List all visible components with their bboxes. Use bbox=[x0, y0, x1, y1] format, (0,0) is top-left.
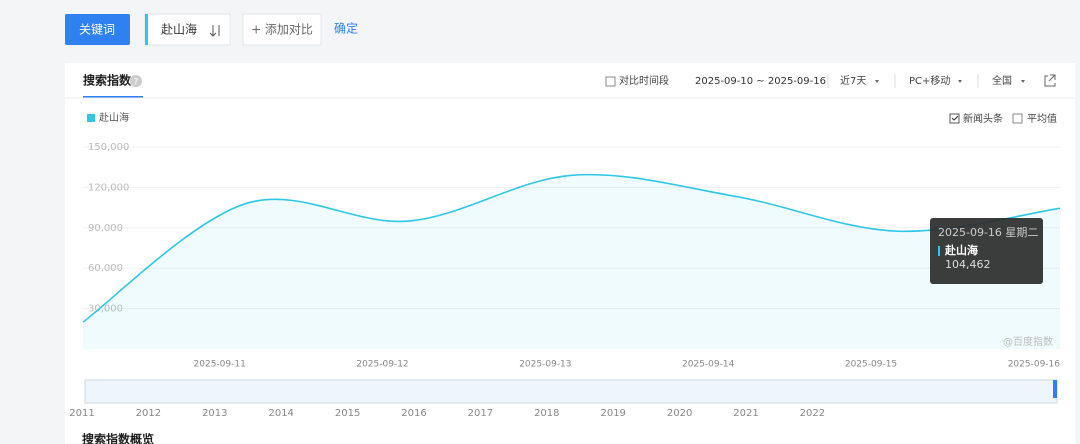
help-icon[interactable] bbox=[130, 75, 142, 87]
add-compare-label[interactable]: + 添加对比 bbox=[251, 23, 313, 37]
legend-label[interactable]: 赴山海 bbox=[99, 111, 129, 124]
timeline-handle[interactable] bbox=[1053, 380, 1057, 398]
keyword-tab-label[interactable]: 关键词 bbox=[79, 23, 115, 37]
checkbox[interactable] bbox=[1012, 113, 1023, 124]
share-icon[interactable] bbox=[1044, 74, 1056, 87]
option[interactable]: 平均值 bbox=[1027, 112, 1057, 125]
check-mark bbox=[951, 115, 959, 121]
option[interactable]: 新闻头条 bbox=[963, 112, 1003, 125]
timeline-year: 2020 bbox=[667, 408, 692, 419]
section-title: 搜索指数概览 bbox=[82, 432, 154, 444]
tooltip-title: 2025-09-16 星期二 bbox=[938, 226, 1038, 239]
watermark: @百度指数 bbox=[1003, 335, 1053, 348]
timeline-year: 2022 bbox=[800, 408, 825, 419]
sort-icon[interactable] bbox=[209, 25, 220, 37]
period[interactable]: 近7天 bbox=[840, 74, 866, 87]
timeline-year: 2018 bbox=[534, 408, 559, 419]
device[interactable]: PC+移动 bbox=[909, 74, 950, 87]
tab[interactable]: 搜索指数 bbox=[83, 73, 132, 88]
y-tick-label: 60,000 bbox=[88, 263, 123, 274]
timeline-year: 2012 bbox=[136, 408, 161, 419]
timeline[interactable] bbox=[84, 379, 1058, 404]
y-tick-label: 90,000 bbox=[88, 223, 123, 234]
tooltip-value: 104,462 bbox=[945, 258, 991, 271]
timeline-year: 2019 bbox=[600, 408, 625, 419]
y-tick-label: 150,000 bbox=[88, 142, 129, 153]
checkbox[interactable] bbox=[605, 76, 616, 87]
dropdown-arrow bbox=[1021, 80, 1025, 83]
y-tick-label: 30,000 bbox=[88, 304, 123, 315]
x-tick-label: 2025-09-14 bbox=[682, 360, 735, 370]
region[interactable]: 全国 bbox=[992, 74, 1012, 87]
timeline-year: 2013 bbox=[202, 408, 227, 419]
line bbox=[82, 173, 1061, 323]
compare-period[interactable]: 对比时间段 bbox=[619, 74, 669, 87]
keyword-input[interactable] bbox=[144, 13, 231, 46]
x-tick-label: 2025-09-11 bbox=[194, 360, 246, 370]
timeline-year: 2014 bbox=[268, 408, 293, 419]
x-tick-label: 2025-09-13 bbox=[519, 360, 571, 370]
keyword[interactable]: 赴山海 bbox=[161, 22, 197, 37]
tooltip: 2025-09-16 星期二 赴山海 104,462 bbox=[930, 218, 1043, 284]
x-tick-label: 2025-09-12 bbox=[356, 360, 408, 370]
help-glyph: ? bbox=[134, 78, 139, 88]
dropdown-arrow bbox=[958, 80, 962, 83]
tooltip-series: 赴山海 bbox=[944, 243, 978, 257]
timeline-years: 2011 2012 2013 2014 2015 2016 2017 2018 2019 2020… bbox=[69, 408, 825, 419]
timeline-year: 2021 bbox=[733, 408, 758, 419]
dropdown-arrow bbox=[875, 80, 879, 83]
area bbox=[83, 174, 1060, 349]
timeline-year: 2015 bbox=[335, 408, 360, 419]
date-range[interactable]: 2025-09-10 ~ 2025-09-16 bbox=[695, 76, 826, 87]
keyword-color bbox=[145, 14, 148, 45]
x-tick-label: 2025-09-16 bbox=[1008, 360, 1061, 370]
tooltip-swatch bbox=[938, 246, 940, 256]
x-tick-label: 2025-09-15 bbox=[845, 360, 897, 370]
tab-underline bbox=[83, 96, 143, 98]
checkbox-checked[interactable] bbox=[949, 113, 960, 124]
tooltip-box bbox=[930, 218, 1043, 284]
timeline-year: 2016 bbox=[401, 408, 426, 419]
plot: 30,000 60,000 90,000 120,000 150,000 2025-09-… bbox=[82, 142, 1061, 370]
confirm-link[interactable]: 确定 bbox=[334, 21, 358, 36]
add-compare-button[interactable] bbox=[242, 13, 322, 46]
timeline-year: 2011 bbox=[69, 408, 94, 419]
keyword-tab[interactable] bbox=[65, 14, 130, 45]
legend-swatch bbox=[87, 114, 95, 122]
timeline-year: 2017 bbox=[468, 408, 493, 419]
y-tick-label: 120,000 bbox=[88, 182, 129, 193]
